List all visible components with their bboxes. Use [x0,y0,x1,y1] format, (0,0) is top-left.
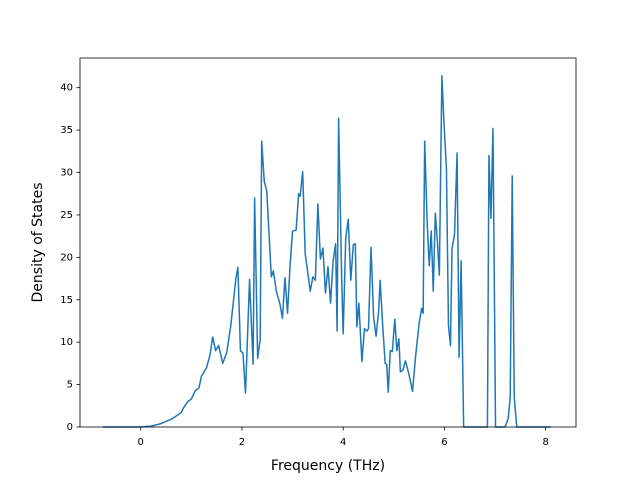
y-tick-label: 30 [60,168,73,179]
y-tick-label: 5 [67,380,73,391]
y-tick-label: 0 [67,422,73,433]
x-tick-label: 2 [239,437,245,448]
y-tick-label: 20 [60,252,73,263]
y-tick-label: 40 [60,83,73,94]
y-tick-label: 10 [60,337,73,348]
plot-frame [79,57,577,428]
x-tick-label: 6 [441,437,447,448]
data-line [102,75,551,428]
y-axis-label: Density of States [30,183,46,303]
x-tick-label: 8 [542,437,548,448]
y-tick-label: 15 [60,295,73,306]
x-axis-label: Frequency (THz) [271,458,385,474]
x-tick-label: 4 [340,437,346,448]
y-tick-label: 35 [60,125,73,136]
x-tick-label: 0 [138,437,144,448]
y-tick-label: 25 [60,210,73,221]
